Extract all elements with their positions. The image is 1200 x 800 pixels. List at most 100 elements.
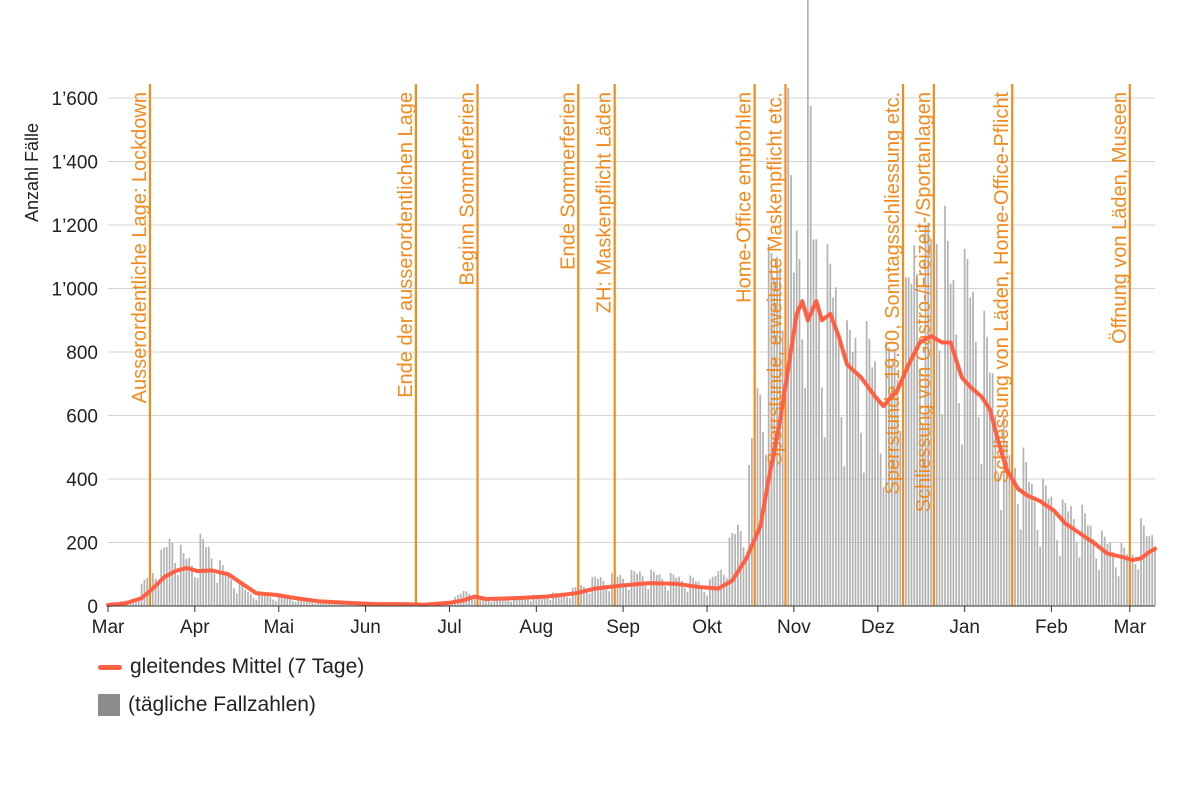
daily-case-bar xyxy=(605,587,608,606)
daily-cases-bars xyxy=(107,0,1156,607)
daily-case-bar xyxy=(1008,455,1011,606)
daily-case-bar xyxy=(779,268,781,606)
daily-case-bar xyxy=(275,601,277,606)
daily-case-bar xyxy=(1025,462,1028,606)
daily-case-bar xyxy=(451,602,454,606)
y-tick-label: 400 xyxy=(66,470,98,491)
daily-case-bar xyxy=(1033,501,1036,606)
daily-case-bar xyxy=(843,466,846,606)
daily-case-bar xyxy=(485,599,487,606)
daily-case-bar xyxy=(317,601,319,606)
daily-case-bar xyxy=(1016,503,1019,606)
y-tick-label: 1’400 xyxy=(52,153,99,174)
legend-line-swatch xyxy=(98,664,122,670)
daily-case-bar xyxy=(706,595,708,606)
daily-case-bar xyxy=(1095,558,1098,606)
event-label: Öffnung von Läden, Museen xyxy=(1109,92,1131,344)
axes: 0 200 400 600 800 1’000 1’200 1’400 1’600 Mar Apr M… xyxy=(52,89,1155,638)
daily-case-bar xyxy=(974,342,977,606)
event-label: Home-Office empfohlen xyxy=(734,92,756,303)
daily-case-bar xyxy=(328,602,331,606)
daily-case-bar xyxy=(1053,514,1056,606)
daily-case-bar xyxy=(851,351,854,606)
daily-case-bar xyxy=(812,239,815,606)
daily-case-bar xyxy=(1056,540,1058,606)
daily-case-bar xyxy=(331,603,333,606)
daily-case-bar xyxy=(499,597,501,606)
daily-case-bar xyxy=(759,394,762,606)
daily-case-bar xyxy=(860,432,862,606)
daily-case-bar xyxy=(815,239,818,606)
daily-case-bar xyxy=(563,594,566,606)
daily-case-bar xyxy=(988,372,991,606)
daily-case-bar xyxy=(608,591,610,606)
daily-case-bar xyxy=(681,580,683,606)
daily-case-bar xyxy=(1084,513,1086,606)
daily-case-bar xyxy=(667,590,669,606)
daily-case-bar xyxy=(767,244,770,607)
daily-case-bar xyxy=(521,596,524,606)
daily-case-bar xyxy=(294,602,297,606)
daily-case-bar xyxy=(1123,547,1126,606)
daily-case-bar xyxy=(154,578,157,606)
daily-case-bar xyxy=(1103,536,1106,606)
daily-case-bar xyxy=(695,581,697,606)
daily-case-bar xyxy=(235,593,238,606)
daily-case-bar xyxy=(820,387,823,606)
event-label: ZH: Maskenpflicht Läden xyxy=(594,92,616,313)
daily-case-bar xyxy=(725,578,728,606)
daily-case-bar xyxy=(333,604,336,606)
daily-case-bar xyxy=(641,575,644,606)
daily-case-bar xyxy=(622,578,624,606)
daily-case-bar xyxy=(140,583,143,606)
daily-case-bar xyxy=(289,598,291,606)
daily-case-bar xyxy=(1109,542,1112,606)
daily-case-bar xyxy=(255,599,258,606)
daily-case-bar xyxy=(1100,530,1103,606)
daily-case-bar xyxy=(230,579,233,606)
legend-item-moving-average: gleitendes Mittel (7 Tage) xyxy=(98,648,364,686)
daily-case-bar xyxy=(876,396,879,606)
daily-case-bar xyxy=(227,572,230,606)
x-tick-label: Dez xyxy=(861,617,895,638)
daily-case-bar xyxy=(482,598,484,606)
daily-case-bar xyxy=(599,577,602,606)
daily-case-bar xyxy=(585,590,588,606)
daily-case-bar xyxy=(325,602,328,606)
daily-case-bar xyxy=(650,569,652,606)
x-tick-label: Aug xyxy=(519,617,553,638)
x-tick-label: Nov xyxy=(777,617,811,638)
daily-case-bar xyxy=(555,592,557,606)
daily-case-bar xyxy=(1120,543,1123,606)
daily-case-bar xyxy=(1002,415,1005,606)
daily-case-bar xyxy=(541,594,543,606)
daily-case-bar xyxy=(723,574,725,606)
daily-case-bar xyxy=(823,437,826,606)
daily-case-bar xyxy=(935,244,938,607)
daily-case-bar xyxy=(1014,468,1016,606)
daily-case-bar xyxy=(1089,525,1092,606)
daily-case-bar xyxy=(862,472,865,606)
daily-case-bar xyxy=(742,547,745,606)
daily-case-bar xyxy=(1140,518,1142,606)
daily-case-bar xyxy=(653,571,655,606)
daily-case-bar xyxy=(871,367,874,606)
daily-case-bar xyxy=(527,599,529,606)
daily-case-bar xyxy=(1114,567,1117,606)
daily-case-bar xyxy=(207,546,210,606)
daily-case-bar xyxy=(205,547,207,606)
daily-case-bar xyxy=(1112,552,1114,606)
legend: gleitendes Mittel (7 Tage) (tägliche Fal… xyxy=(98,648,364,724)
x-tick-label: Jan xyxy=(949,617,980,638)
daily-case-bar xyxy=(1000,509,1002,606)
daily-case-bar xyxy=(597,578,599,606)
daily-case-bar xyxy=(703,591,706,606)
daily-case-bar xyxy=(185,558,188,606)
daily-case-bar xyxy=(832,297,834,606)
daily-case-bar xyxy=(515,596,518,606)
daily-case-bar xyxy=(1070,506,1072,606)
daily-case-bar xyxy=(927,222,930,606)
event-label: Ende Sommerferien xyxy=(557,92,579,270)
daily-case-bar xyxy=(994,414,997,606)
daily-case-bar xyxy=(955,334,958,606)
